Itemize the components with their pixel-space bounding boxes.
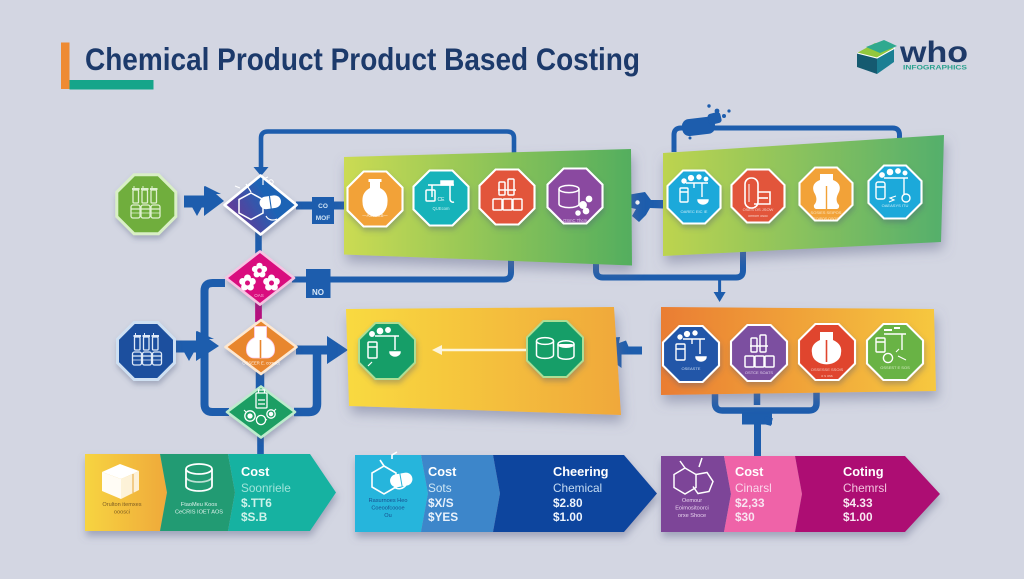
svg-text:Oemour: Oemour xyxy=(682,498,702,504)
svg-text:Chemical Product Product Based: Chemical Product Product Based Costing xyxy=(85,41,640,77)
svg-text:OAEASYS ITU: OAEASYS ITU xyxy=(882,203,909,208)
svg-text:MOF: MOF xyxy=(316,215,330,222)
svg-text:$4.33: $4.33 xyxy=(843,496,873,510)
svg-text:$2.80: $2.80 xyxy=(553,496,583,510)
svg-text:Chemical: Chemical xyxy=(553,481,602,495)
svg-text:Orulton itemxes: Orulton itemxes xyxy=(102,502,141,508)
svg-text:OSES OS JSOW: OSES OS JSOW xyxy=(743,207,774,212)
svg-text:Coeoofcoooe: Coeoofcoooe xyxy=(371,506,404,512)
svg-text:$1.00: $1.00 xyxy=(843,510,873,524)
svg-text:omrom osoc: omrom osoc xyxy=(748,214,768,218)
svg-text:FtaoMeu Koos: FtaoMeu Koos xyxy=(181,502,218,508)
svg-text:OSEASTE: OSEASTE xyxy=(682,366,701,371)
svg-text:CO: CO xyxy=(318,203,328,210)
svg-text:OSSESSE SSOIS: OSSESSE SSOIS xyxy=(811,367,844,372)
svg-text:CeCRIS IOET AOS: CeCRIS IOET AOS xyxy=(175,510,223,516)
svg-text:Sots: Sots xyxy=(428,481,452,495)
svg-text:$1.00: $1.00 xyxy=(553,510,583,524)
svg-text:Cheering: Cheering xyxy=(553,464,608,479)
svg-text:Cost: Cost xyxy=(735,464,764,479)
svg-text:$X/S: $X/S xyxy=(428,496,454,510)
svg-text:Eoimositoorci: Eoimositoorci xyxy=(675,506,709,512)
svg-text:Ou: Ou xyxy=(384,513,391,519)
svg-text:CE: CE xyxy=(438,197,446,203)
svg-text:—ASSESS—: —ASSESS— xyxy=(362,213,388,218)
svg-text:Soonriele: Soonriele xyxy=(241,481,291,495)
svg-text:o s oss: o s oss xyxy=(821,374,833,378)
svg-text:Rasurnoes Heo: Rasurnoes Heo xyxy=(369,498,408,504)
svg-text:Coting: Coting xyxy=(843,464,884,479)
svg-text:orxe Shoce: orxe Shoce xyxy=(678,513,706,519)
svg-text:Chemrsl: Chemrsl xyxy=(843,481,887,495)
svg-text:who: who xyxy=(899,36,968,69)
svg-text:Cinarsl: Cinarsl xyxy=(735,481,772,495)
svg-text:QUEcom: QUEcom xyxy=(433,206,450,211)
svg-text:OAS: OAS xyxy=(254,293,264,298)
svg-text:Cost: Cost xyxy=(241,464,270,479)
svg-text:OSTCE SOATS: OSTCE SOATS xyxy=(745,370,773,375)
svg-text:OSmC Thcm: OSmC Thcm xyxy=(563,218,588,223)
svg-text:SOSIES SEIPOS: SOSIES SEIPOS xyxy=(811,210,842,215)
svg-text:$2,33: $2,33 xyxy=(735,496,765,510)
svg-text:ooosci: ooosci xyxy=(114,510,130,516)
svg-text:INFOGRAPHICS: INFOGRAPHICS xyxy=(903,65,967,72)
svg-text:$S.B: $S.B xyxy=(241,510,267,524)
svg-text:Cost: Cost xyxy=(428,464,457,479)
svg-text:NO: NO xyxy=(312,288,324,297)
svg-text:$YES: $YES xyxy=(428,510,458,524)
svg-text:$.TT6: $.TT6 xyxy=(241,496,272,510)
svg-text:OSSEER E. comact: OSSEER E. comact xyxy=(242,361,280,366)
svg-text:SOIPOS OSOS: SOIPOS OSOS xyxy=(813,217,839,221)
svg-text:OSSEST E SOS: OSSEST E SOS xyxy=(880,365,910,370)
svg-text:$30: $30 xyxy=(735,510,755,524)
svg-text:OAREC EIC IE: OAREC EIC IE xyxy=(681,209,708,214)
